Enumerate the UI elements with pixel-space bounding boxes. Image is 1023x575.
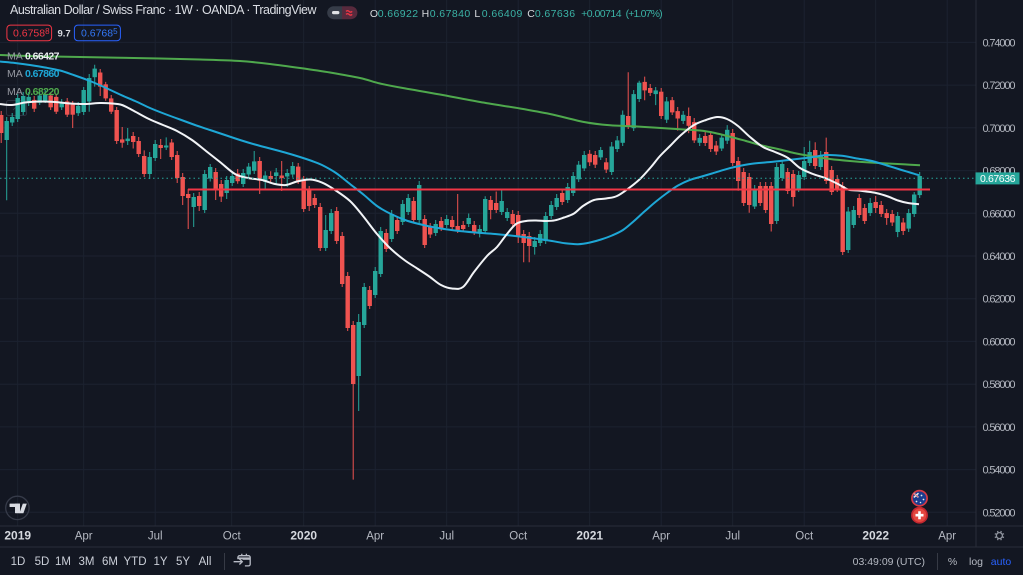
svg-text:2021: 2021 [576, 529, 603, 543]
svg-text:0.66409: 0.66409 [482, 8, 523, 20]
svg-text:0.67840: 0.67840 [430, 8, 471, 20]
svg-text:1Y: 1Y [153, 556, 167, 568]
svg-text:Apr: Apr [938, 531, 956, 543]
svg-text:03:49:09 (UTC): 03:49:09 (UTC) [853, 556, 925, 568]
svg-text:0.58000: 0.58000 [983, 379, 1016, 391]
svg-text:0.74000: 0.74000 [983, 37, 1016, 49]
svg-text:+0.00714: +0.00714 [581, 8, 622, 20]
svg-text:5Y: 5Y [176, 556, 190, 568]
svg-text:Apr: Apr [366, 531, 384, 543]
svg-text:0.66427: 0.66427 [25, 51, 60, 63]
svg-text:Jul: Jul [725, 531, 740, 543]
svg-text:0.64000: 0.64000 [983, 251, 1016, 263]
svg-text:L: L [474, 8, 480, 20]
svg-text:0.70000: 0.70000 [983, 123, 1016, 135]
svg-text:6M: 6M [102, 556, 118, 568]
svg-text:YTD: YTD [124, 556, 147, 568]
svg-text:2019: 2019 [4, 529, 31, 543]
svg-text:auto: auto [991, 556, 1012, 568]
svg-text:0.67860: 0.67860 [25, 68, 60, 80]
svg-text:H: H [422, 8, 430, 20]
svg-text:2020: 2020 [290, 529, 317, 543]
svg-text:MA: MA [7, 68, 23, 80]
svg-text:0.72000: 0.72000 [983, 80, 1016, 92]
svg-text:All: All [199, 556, 212, 568]
svg-text:Jul: Jul [148, 531, 163, 543]
svg-text:0.56000: 0.56000 [983, 422, 1016, 434]
svg-text:log: log [969, 556, 983, 568]
svg-text:3M: 3M [79, 556, 95, 568]
svg-text:0.54000: 0.54000 [983, 465, 1016, 477]
svg-text:0.67636: 0.67636 [980, 173, 1016, 185]
svg-text:1D: 1D [11, 556, 26, 568]
svg-text:Oct: Oct [795, 531, 814, 543]
svg-text:0.67685: 0.67685 [81, 27, 118, 40]
svg-text:Oct: Oct [223, 531, 242, 543]
svg-text:MA: MA [7, 51, 23, 63]
svg-text:0.62000: 0.62000 [983, 294, 1016, 306]
svg-text:C: C [527, 8, 535, 20]
svg-text:1M: 1M [55, 556, 71, 568]
svg-text:5D: 5D [35, 556, 50, 568]
svg-text:Apr: Apr [75, 531, 93, 543]
svg-text:9.7: 9.7 [58, 29, 71, 40]
svg-text:2022: 2022 [862, 529, 889, 543]
svg-text:%: % [948, 556, 957, 568]
svg-text:Australian Dollar / Swiss Fran: Australian Dollar / Swiss Franc · 1W · O… [10, 3, 317, 17]
svg-text:O: O [370, 8, 378, 20]
svg-text:Jul: Jul [439, 531, 454, 543]
svg-text:(+1.07%): (+1.07%) [626, 8, 663, 20]
svg-text:0.52000: 0.52000 [983, 507, 1016, 519]
svg-text:0.67588: 0.67588 [13, 27, 50, 40]
svg-text:Oct: Oct [509, 531, 528, 543]
svg-text:Apr: Apr [652, 531, 670, 543]
svg-text:MA: MA [7, 86, 23, 98]
svg-text:0.66000: 0.66000 [983, 208, 1016, 220]
svg-text:0.66922: 0.66922 [378, 8, 419, 20]
svg-text:0.60000: 0.60000 [983, 336, 1016, 348]
svg-text:0.67636: 0.67636 [535, 8, 575, 20]
svg-text:0.68220: 0.68220 [25, 86, 60, 98]
